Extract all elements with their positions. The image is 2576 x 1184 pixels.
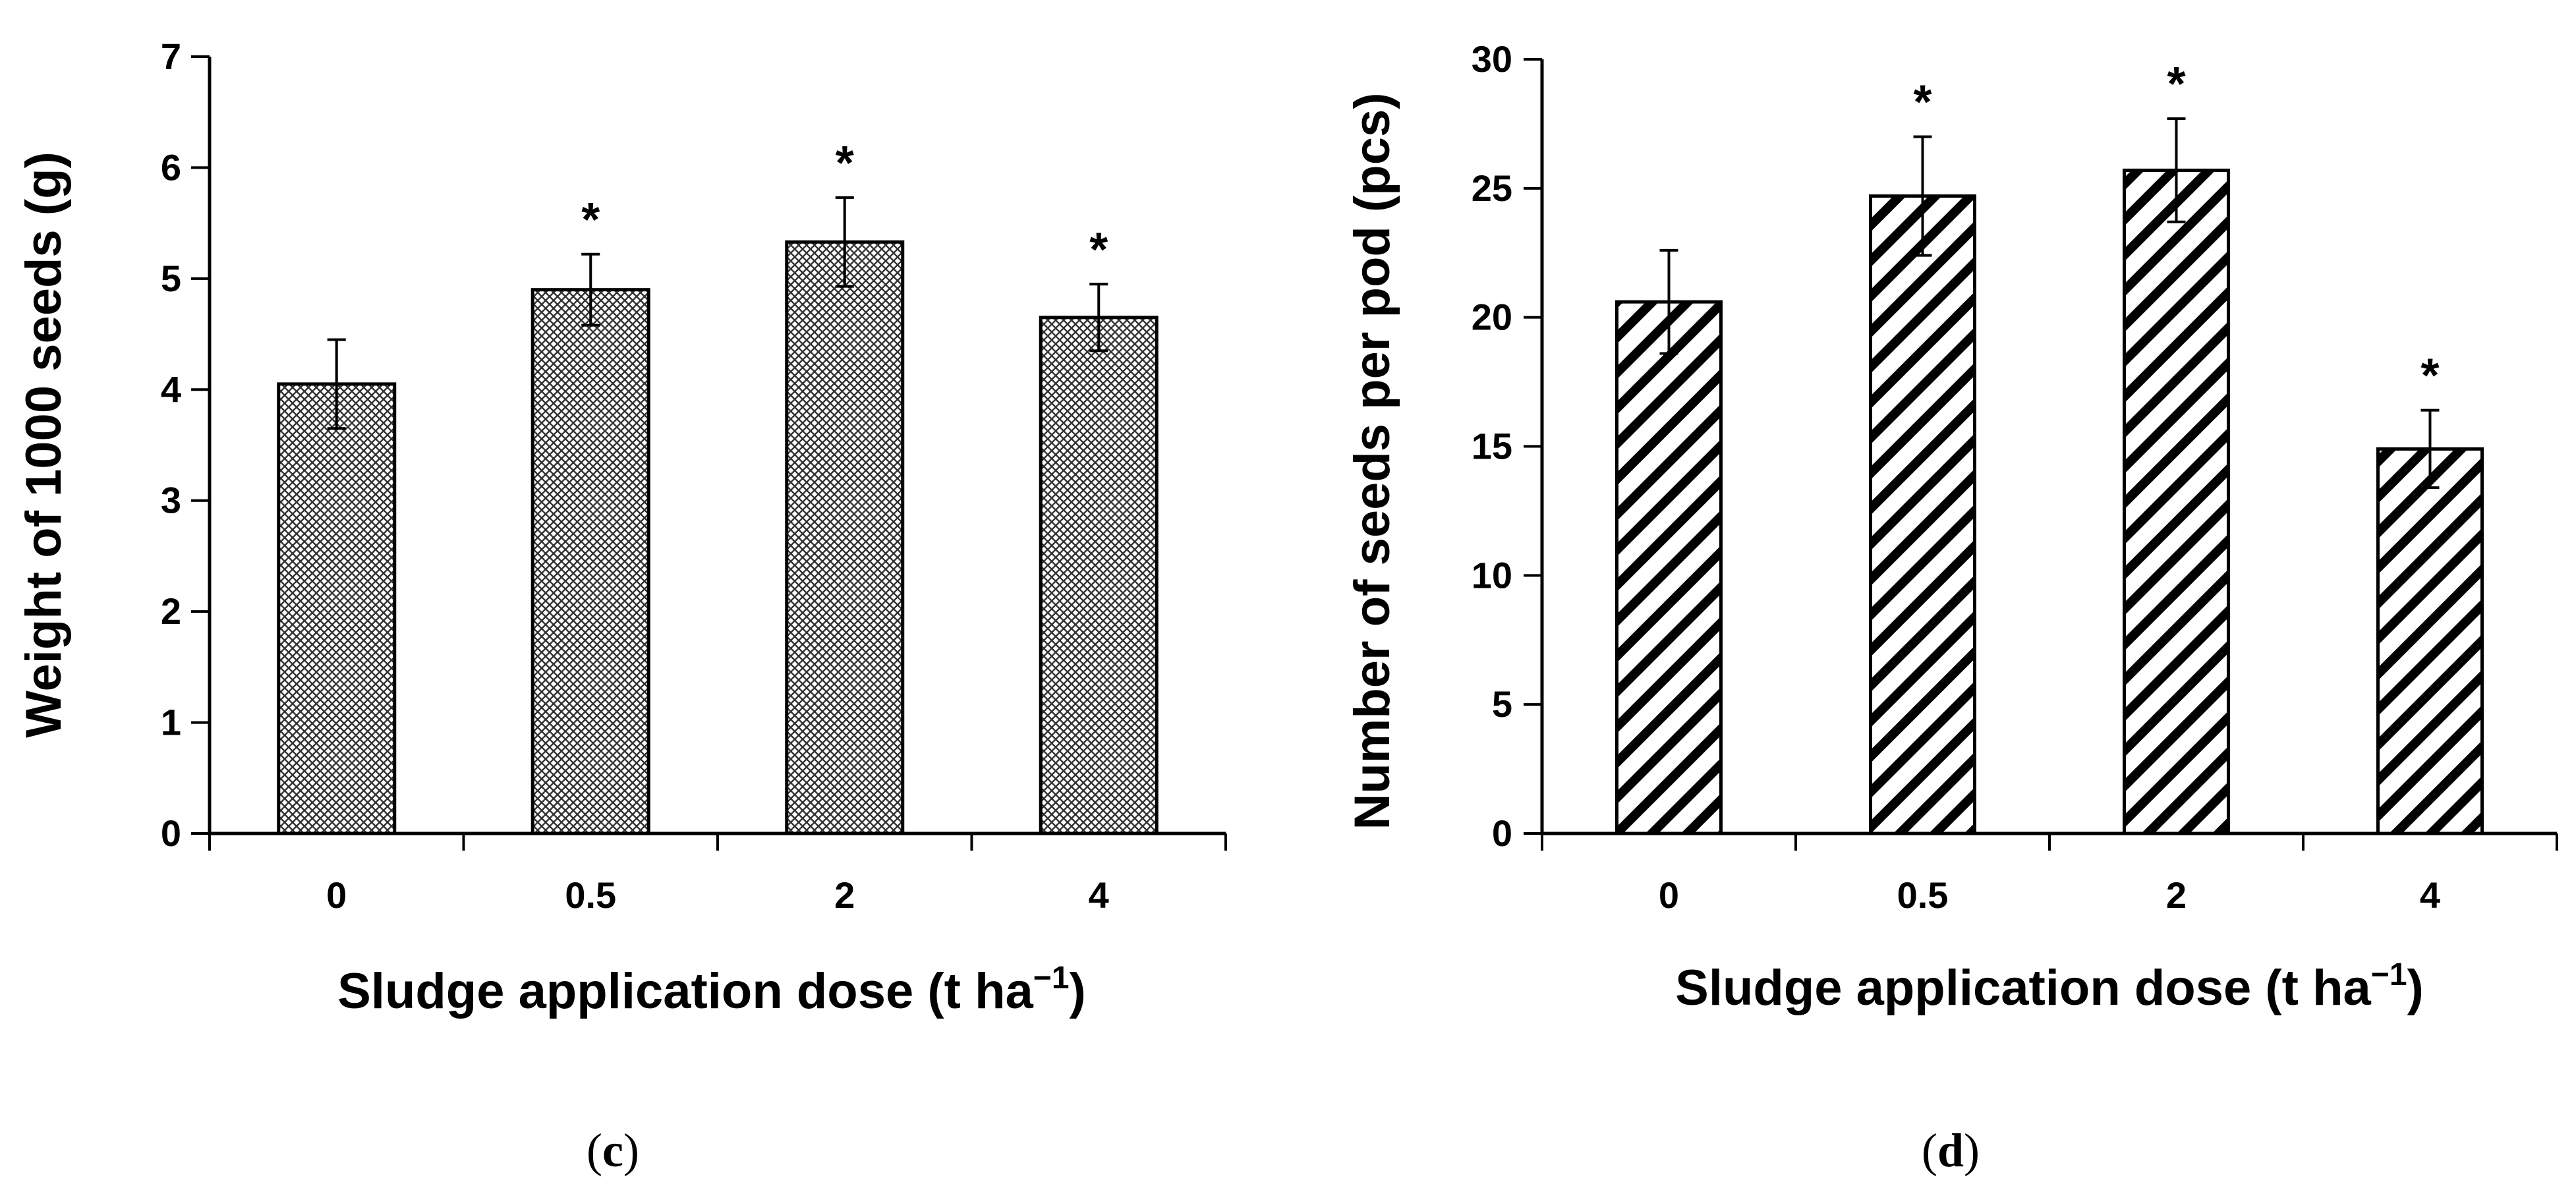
x-tick-label: 2	[2166, 874, 2187, 916]
x-axis-title-end: )	[1070, 963, 1086, 1019]
significance-markers: * * *	[581, 137, 1108, 276]
chart-panel-d: 0 5 10 15 20 25 30 0 0.5 2 4 * * * Number of seeds …	[1344, 38, 2558, 1177]
x-tick-label: 0	[326, 874, 347, 916]
bar	[1039, 316, 1159, 835]
bar	[1615, 300, 1723, 835]
x-axis-title: Sludge application dose (t ha−1)	[337, 961, 1086, 1019]
significance-star: *	[2167, 58, 2185, 111]
x-axis-title-main: Sludge application dose (t ha	[1675, 960, 2371, 1016]
y-tick-label: 7	[161, 36, 181, 77]
x-axis-title-superscript: −1	[1033, 961, 1070, 996]
y-axis-title: Weight of 1000 seeds (g)	[16, 152, 72, 738]
x-axis-ticks: 0 0.5 2 4	[1541, 833, 2558, 916]
x-tick-label: 0	[1659, 874, 1679, 916]
y-tick-label: 5	[1492, 683, 1512, 725]
y-axis-ticks: 0 5 10 15 20 25 30	[1472, 38, 1542, 854]
bar	[1869, 194, 1976, 835]
y-tick-label: 25	[1472, 167, 1512, 209]
panel-label-d: (d)	[1922, 1124, 1980, 1177]
y-axis-ticks: 0 1 2 3 4 5 6 7	[161, 36, 210, 854]
x-tick-label: 4	[1089, 874, 1109, 916]
bar-series	[277, 240, 1159, 835]
significance-star: *	[1089, 223, 1108, 276]
significance-markers: * * *	[1913, 58, 2439, 403]
y-tick-label: 30	[1472, 38, 1512, 80]
x-axis-title: Sludge application dose (t ha−1)	[1675, 957, 2424, 1016]
panel-label-d-letter: d	[1937, 1124, 1964, 1177]
error-bars	[327, 196, 1108, 430]
x-axis-title-main: Sludge application dose (t ha	[337, 963, 1033, 1019]
significance-star: *	[2420, 350, 2439, 403]
bar	[785, 240, 905, 835]
x-axis-ticks: 0 0.5 2 4	[208, 833, 1227, 916]
significance-star: *	[1913, 76, 1932, 129]
chart-panel-c: 0 1 2 3 4 5 6 7 0 0.5 2 4 * * * Weight of 1000 seeds…	[16, 36, 1227, 1177]
y-tick-label: 0	[1492, 812, 1512, 854]
x-tick-label: 0.5	[565, 874, 616, 916]
significance-star: *	[836, 137, 854, 190]
y-tick-label: 20	[1472, 296, 1512, 338]
y-tick-label: 6	[161, 146, 181, 188]
bar	[277, 382, 397, 835]
y-tick-label: 1	[161, 702, 181, 743]
y-tick-label: 3	[161, 480, 181, 521]
x-axis-title-superscript: −1	[2371, 957, 2407, 992]
y-tick-label: 5	[161, 258, 181, 299]
significance-star: *	[581, 194, 600, 246]
y-tick-label: 0	[161, 812, 181, 854]
x-axis-title-end: )	[2407, 960, 2424, 1016]
error-bars	[1659, 117, 2440, 490]
bar-series	[1615, 168, 2484, 835]
panel-label-c: (c)	[587, 1124, 639, 1177]
bar	[2376, 447, 2484, 835]
panel-label-c-letter: c	[602, 1124, 623, 1177]
y-tick-label: 10	[1472, 554, 1512, 596]
y-axis-title: Number of seeds per pod (pcs)	[1344, 92, 1400, 830]
y-tick-label: 4	[161, 368, 181, 410]
x-tick-label: 0.5	[1897, 874, 1949, 916]
x-tick-label: 2	[834, 874, 855, 916]
bar	[2123, 168, 2230, 835]
y-tick-label: 15	[1472, 426, 1512, 467]
x-tick-label: 4	[2420, 874, 2440, 916]
y-tick-label: 2	[161, 590, 181, 632]
bar	[530, 288, 650, 835]
